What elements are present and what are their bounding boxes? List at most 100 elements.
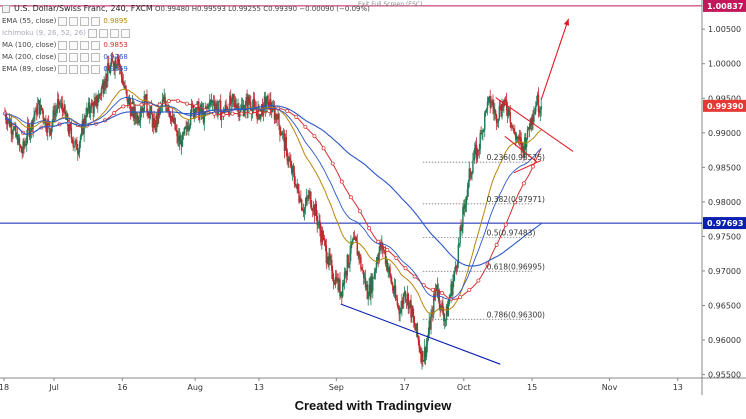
indicator-settings-icon[interactable] <box>58 16 68 26</box>
candle-body <box>220 111 223 121</box>
candle-body <box>280 134 282 136</box>
candle-body <box>506 110 509 116</box>
candle-body <box>248 96 250 104</box>
candle-body <box>210 100 213 103</box>
candle-body <box>152 118 155 128</box>
candle-body <box>169 111 171 117</box>
candle-body <box>195 108 197 113</box>
candle-body <box>57 98 59 109</box>
indicator-settings-icon[interactable] <box>98 28 108 38</box>
candle-body <box>275 113 277 120</box>
candle-body <box>107 63 109 82</box>
candle-body <box>128 98 130 105</box>
candle-body <box>366 284 368 300</box>
indicator-settings-icon[interactable] <box>69 40 79 50</box>
indicator-settings-icon[interactable] <box>69 64 79 74</box>
candle-body <box>229 95 231 116</box>
candle-body <box>111 57 114 62</box>
ma-marker <box>285 109 290 113</box>
candle-body <box>156 115 158 125</box>
indicator-settings-icon[interactable] <box>80 52 90 62</box>
candle-body <box>91 103 94 106</box>
candle-body <box>193 111 195 118</box>
candle-body <box>79 136 82 143</box>
candle-body <box>536 94 539 102</box>
ma-marker <box>403 266 408 271</box>
candle-body <box>11 133 13 135</box>
indicator-settings-icon[interactable] <box>120 28 130 38</box>
ema-89-line <box>4 96 542 300</box>
candle-body <box>230 101 233 104</box>
candle-body <box>25 144 27 145</box>
x-tick-label: Oct <box>457 383 471 392</box>
y-tick-label: 0.99500 <box>708 94 741 103</box>
indicator-settings-icon[interactable] <box>58 40 68 50</box>
candle-body <box>37 100 40 105</box>
candle-body <box>352 237 355 240</box>
candle-body <box>116 65 118 68</box>
candle-body <box>314 203 317 216</box>
candle-body <box>141 107 144 113</box>
indicator-settings-icon[interactable] <box>69 52 79 62</box>
ma-marker <box>339 179 344 184</box>
candle-body <box>508 108 511 113</box>
indicator-settings-icon[interactable] <box>80 40 90 50</box>
indicator-settings-icon[interactable] <box>87 28 97 38</box>
candle-body <box>96 95 98 106</box>
indicator-settings-icon[interactable] <box>80 64 90 74</box>
indicator-settings-icon[interactable] <box>91 40 101 50</box>
symbol-icon[interactable] <box>2 5 10 13</box>
candle-body <box>194 108 196 112</box>
candle-body <box>100 87 103 96</box>
candle-body <box>155 115 157 131</box>
candle-body <box>129 104 132 116</box>
candle-body <box>434 289 437 296</box>
indicator-settings-icon[interactable] <box>58 52 68 62</box>
candle-body <box>331 259 333 271</box>
candle-body <box>240 105 243 109</box>
fib-level-label: 0.382(0.97971) <box>487 195 545 204</box>
candle-body <box>429 320 431 330</box>
candle-body <box>53 110 55 116</box>
candle-body <box>317 222 319 226</box>
candle-body <box>495 115 498 124</box>
candle-body <box>256 110 258 119</box>
candle-body <box>519 136 521 139</box>
candle-body <box>424 347 427 358</box>
indicator-settings-icon[interactable] <box>91 64 101 74</box>
candle-body <box>335 277 338 282</box>
candle-body <box>226 108 228 110</box>
candle-body <box>39 105 42 114</box>
indicator-label: MA (100, close) <box>2 41 57 49</box>
indicator-settings-icon[interactable] <box>91 52 101 62</box>
candle-body <box>67 114 69 126</box>
fib-level-label: 0.786(0.96300) <box>487 310 545 319</box>
indicator-value: 0.9768 <box>103 53 128 61</box>
indicator-settings-icon[interactable] <box>91 16 101 26</box>
candle-body <box>266 95 268 105</box>
indicator-settings-icon[interactable] <box>69 16 79 26</box>
legend-indicator-row: EMA (55, close) 0.9895 <box>2 15 370 27</box>
indicator-settings-icon[interactable] <box>109 28 119 38</box>
candle-body <box>234 100 236 108</box>
candle-body <box>230 95 232 104</box>
indicator-settings-icon[interactable] <box>80 16 90 26</box>
candle-body <box>489 96 491 108</box>
ma-marker <box>185 101 189 106</box>
candle-body <box>516 136 519 138</box>
candle-body <box>186 126 188 130</box>
candle-body <box>241 104 244 106</box>
ma-marker <box>467 287 472 292</box>
candle-body <box>504 99 506 102</box>
candle-body <box>52 110 54 123</box>
candle-body <box>457 244 460 264</box>
indicator-settings-icon[interactable] <box>58 64 68 74</box>
candle-body <box>174 117 176 130</box>
candle-body <box>262 105 265 116</box>
candle-body <box>240 108 242 113</box>
candle-body <box>36 104 39 115</box>
candle-body <box>475 144 478 160</box>
candle-body <box>269 99 271 111</box>
candle-body <box>493 107 495 113</box>
